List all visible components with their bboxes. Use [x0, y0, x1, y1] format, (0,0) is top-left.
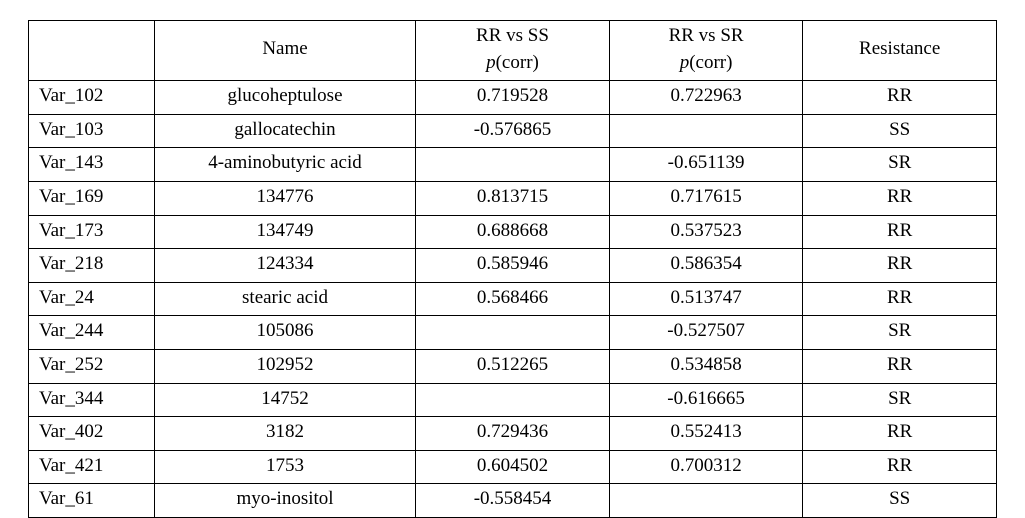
- pcorr-p: p: [680, 52, 690, 73]
- cell-var: Var_169: [29, 181, 155, 215]
- cell-name: 124334: [154, 249, 415, 283]
- cell-var: Var_173: [29, 215, 155, 249]
- cell-rr-ss: 0.604502: [416, 450, 610, 484]
- cell-resistance: SR: [803, 148, 997, 182]
- cell-resistance: RR: [803, 215, 997, 249]
- table-row: Var_40231820.7294360.552413RR: [29, 417, 997, 451]
- cell-rr-sr: -0.527507: [609, 316, 803, 350]
- cell-name: 102952: [154, 349, 415, 383]
- cell-resistance: RR: [803, 417, 997, 451]
- cell-rr-ss: [416, 383, 610, 417]
- cell-name: 134749: [154, 215, 415, 249]
- table-row: Var_2521029520.5122650.534858RR: [29, 349, 997, 383]
- table-row: Var_244105086 -0.527507SR: [29, 316, 997, 350]
- cell-name: 14752: [154, 383, 415, 417]
- cell-var: Var_244: [29, 316, 155, 350]
- cell-rr-sr: -0.616665: [609, 383, 803, 417]
- cell-name: 1753: [154, 450, 415, 484]
- cell-resistance: RR: [803, 450, 997, 484]
- cell-var: Var_252: [29, 349, 155, 383]
- cell-rr-sr: 0.586354: [609, 249, 803, 283]
- cell-rr-ss: [416, 148, 610, 182]
- cell-resistance: RR: [803, 349, 997, 383]
- cell-rr-ss: 0.688668: [416, 215, 610, 249]
- table-row: Var_24stearic acid0.5684660.513747RR: [29, 282, 997, 316]
- cell-rr-sr: 0.513747: [609, 282, 803, 316]
- cell-rr-sr: 0.534858: [609, 349, 803, 383]
- cell-name: gallocatechin: [154, 114, 415, 148]
- cell-rr-sr: 0.717615: [609, 181, 803, 215]
- cell-name: stearic acid: [154, 282, 415, 316]
- cell-name: glucoheptulose: [154, 81, 415, 115]
- pcorr-suffix: (corr): [689, 52, 732, 73]
- cell-resistance: SR: [803, 383, 997, 417]
- data-table: Name RR vs SS p(corr) RR vs SR p(corr) R…: [28, 20, 997, 518]
- cell-var: Var_143: [29, 148, 155, 182]
- table-row: Var_2181243340.5859460.586354RR: [29, 249, 997, 283]
- cell-rr-ss: [416, 316, 610, 350]
- table-row: Var_1434-aminobutyric acid -0.651139SR: [29, 148, 997, 182]
- col-header-name: Name: [154, 21, 415, 81]
- cell-resistance: SS: [803, 114, 997, 148]
- col-header-resistance: Resistance: [803, 21, 997, 81]
- cell-resistance: RR: [803, 282, 997, 316]
- table-row: Var_1731347490.6886680.537523RR: [29, 215, 997, 249]
- cell-resistance: SS: [803, 484, 997, 518]
- cell-rr-sr: 0.722963: [609, 81, 803, 115]
- table-row: Var_34414752 -0.616665SR: [29, 383, 997, 417]
- cell-var: Var_103: [29, 114, 155, 148]
- pcorr-p: p: [486, 52, 496, 73]
- cell-rr-ss: -0.576865: [416, 114, 610, 148]
- cell-name: myo-inositol: [154, 484, 415, 518]
- col-header-var: [29, 21, 155, 81]
- cell-rr-ss: 0.813715: [416, 181, 610, 215]
- cell-rr-ss: -0.558454: [416, 484, 610, 518]
- cell-var: Var_102: [29, 81, 155, 115]
- cell-rr-sr: [609, 114, 803, 148]
- cell-name: 3182: [154, 417, 415, 451]
- col-header-rr-ss: RR vs SS p(corr): [416, 21, 610, 81]
- cell-var: Var_344: [29, 383, 155, 417]
- col-header-rr-sr: RR vs SR p(corr): [609, 21, 803, 81]
- cell-resistance: RR: [803, 249, 997, 283]
- cell-rr-sr: [609, 484, 803, 518]
- cell-var: Var_24: [29, 282, 155, 316]
- cell-name: 134776: [154, 181, 415, 215]
- table-body: Var_102glucoheptulose0.7195280.722963RRV…: [29, 81, 997, 518]
- col-header-rr-sr-top: RR vs SR: [669, 25, 744, 46]
- cell-resistance: RR: [803, 181, 997, 215]
- cell-name: 105086: [154, 316, 415, 350]
- cell-rr-sr: -0.651139: [609, 148, 803, 182]
- cell-rr-sr: 0.700312: [609, 450, 803, 484]
- cell-var: Var_218: [29, 249, 155, 283]
- cell-resistance: SR: [803, 316, 997, 350]
- pcorr-suffix: (corr): [496, 52, 539, 73]
- table-row: Var_61myo-inositol-0.558454 SS: [29, 484, 997, 518]
- table-row: Var_1691347760.8137150.717615RR: [29, 181, 997, 215]
- table-header-row: Name RR vs SS p(corr) RR vs SR p(corr) R…: [29, 21, 997, 81]
- cell-rr-sr: 0.537523: [609, 215, 803, 249]
- cell-rr-ss: 0.719528: [416, 81, 610, 115]
- table-row: Var_103gallocatechin-0.576865 SS: [29, 114, 997, 148]
- col-header-rr-ss-top: RR vs SS: [476, 25, 549, 46]
- cell-rr-ss: 0.512265: [416, 349, 610, 383]
- table-row: Var_102glucoheptulose0.7195280.722963RR: [29, 81, 997, 115]
- cell-resistance: RR: [803, 81, 997, 115]
- table-row: Var_42117530.6045020.700312RR: [29, 450, 997, 484]
- cell-rr-ss: 0.585946: [416, 249, 610, 283]
- cell-rr-sr: 0.552413: [609, 417, 803, 451]
- cell-var: Var_421: [29, 450, 155, 484]
- cell-name: 4-aminobutyric acid: [154, 148, 415, 182]
- cell-rr-ss: 0.729436: [416, 417, 610, 451]
- cell-rr-ss: 0.568466: [416, 282, 610, 316]
- cell-var: Var_402: [29, 417, 155, 451]
- cell-var: Var_61: [29, 484, 155, 518]
